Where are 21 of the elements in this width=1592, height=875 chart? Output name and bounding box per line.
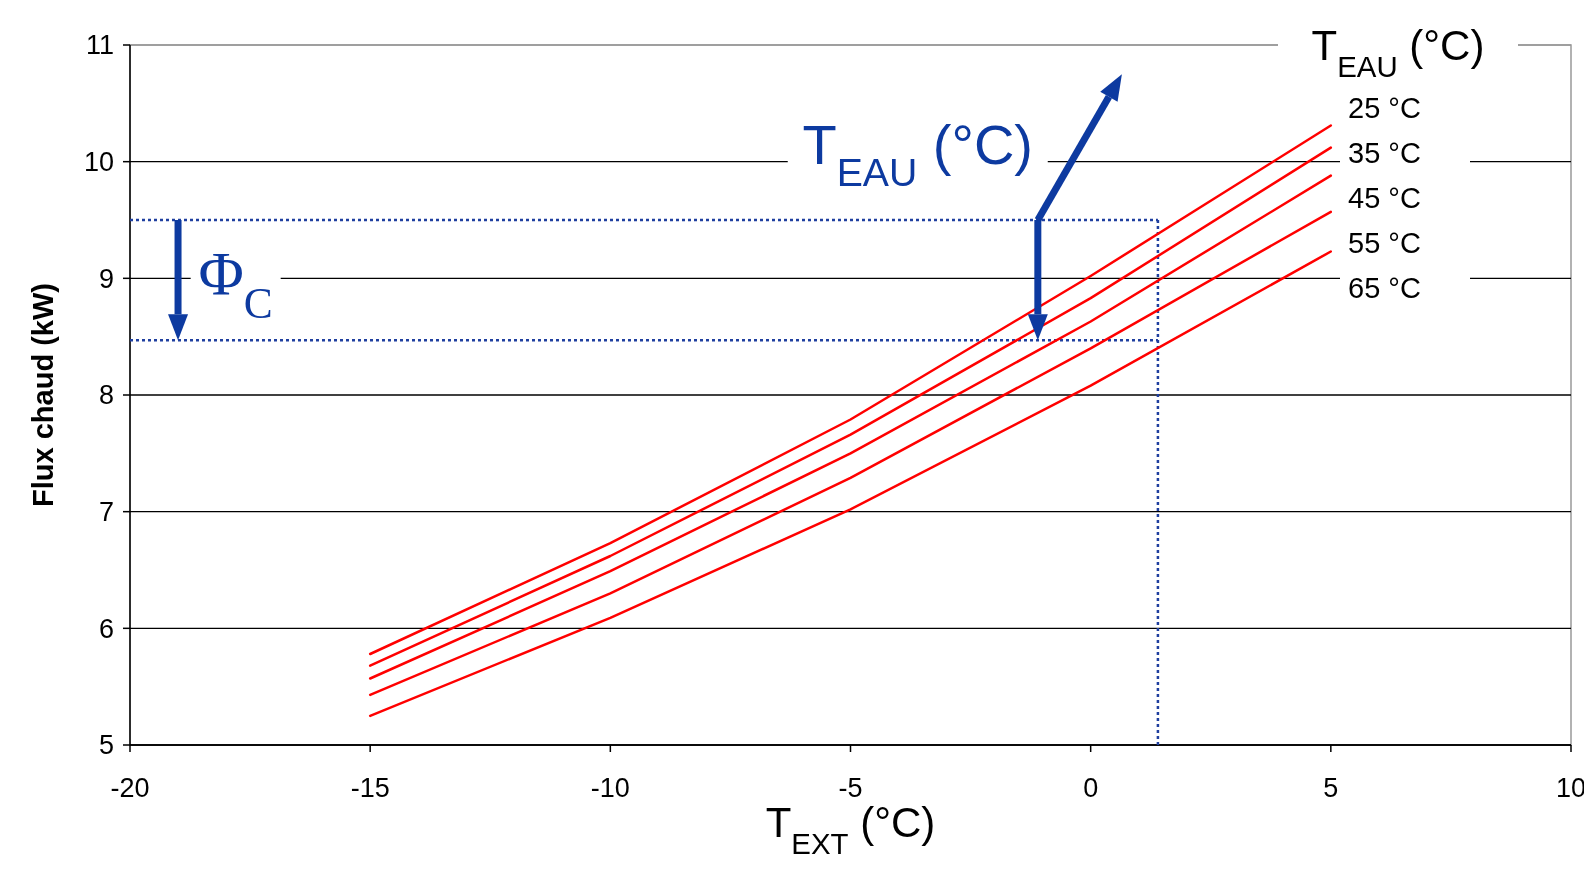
x-tick-label: -20 [110, 773, 150, 803]
x-tick-label: -10 [590, 773, 630, 803]
series-label: 65 °C [1348, 272, 1421, 305]
y-axis-title: Flux chaud (kW) [27, 283, 59, 507]
series-label: 45 °C [1348, 182, 1421, 215]
x-tick-label: 5 [1323, 773, 1339, 803]
y-tick-label: 11 [85, 30, 114, 61]
y-tick-label: 8 [98, 380, 114, 411]
y-tick-label: 10 [83, 147, 114, 178]
series-label: 25 °C [1348, 92, 1421, 125]
series-label: 35 °C [1348, 137, 1421, 170]
y-tick-label: 7 [98, 497, 114, 528]
x-tick-label: -15 [350, 773, 390, 803]
annotation: T$_{EAU}$ (°C) [802, 112, 1033, 194]
y-tick-label: 6 [98, 613, 114, 644]
y-tick-label: 9 [98, 263, 114, 294]
annotation: Φ$_{C}$ [198, 239, 273, 328]
legend-title: T$_{EAU}$ (°C) [1311, 21, 1485, 83]
y-tick-label: 5 [98, 730, 114, 761]
series-label: 55 °C [1348, 227, 1421, 260]
x-tick-label: 0 [1083, 773, 1099, 803]
